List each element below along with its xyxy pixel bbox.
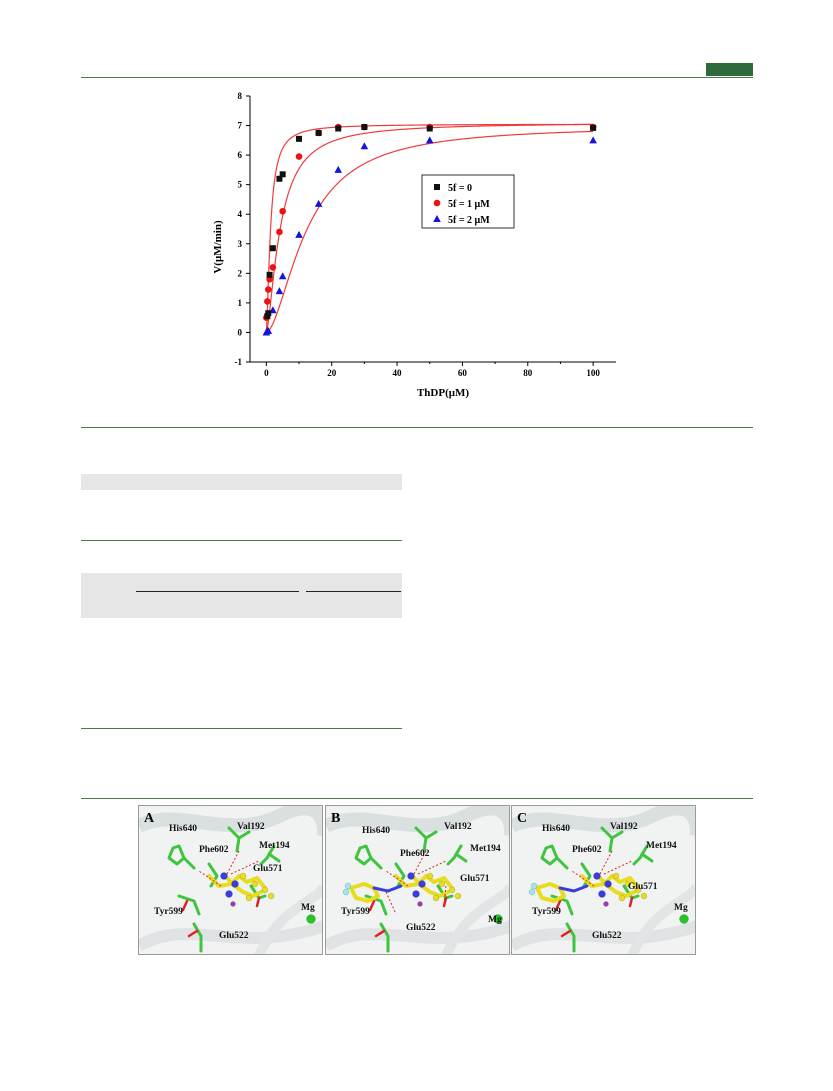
- y-tick-label: 6: [238, 150, 243, 160]
- label-glu522: Glu522: [406, 923, 436, 933]
- data-point: [276, 228, 283, 236]
- data-point: [279, 207, 286, 215]
- data-point: [278, 272, 287, 280]
- docking-panel-c: C His640 Val192 Phe602 Met194 Glu571 Tyr599 Mg G…: [511, 805, 696, 955]
- data-points: [262, 123, 597, 336]
- data-point: [334, 165, 343, 173]
- fit-curve: [266, 130, 594, 334]
- label-glu522: Glu522: [219, 931, 249, 941]
- label-val192: Val192: [610, 822, 638, 832]
- y-tick-label: 0: [238, 327, 243, 337]
- header-rule: [81, 77, 753, 78]
- header-accent-tab: [706, 63, 753, 76]
- y-tick-label: 3: [238, 239, 243, 249]
- label-met194: Met194: [470, 844, 501, 854]
- legend-label: 5f = 1 μM: [448, 199, 490, 210]
- label-phe602: Phe602: [199, 845, 229, 855]
- legend-label: 5f = 2 μM: [448, 215, 490, 226]
- label-his640: His640: [362, 826, 390, 836]
- label-met194: Met194: [259, 841, 290, 851]
- x-tick-label: 100: [586, 368, 600, 378]
- table-column-span-line: [136, 591, 299, 592]
- fit-curve: [265, 123, 594, 333]
- label-tyr599: Tyr599: [154, 907, 183, 917]
- panel-letter: A: [144, 811, 155, 826]
- label-his640: His640: [169, 824, 197, 834]
- table-header-shade: [81, 474, 402, 490]
- label-phe602: Phe602: [572, 845, 602, 855]
- legend-marker: [434, 184, 440, 190]
- data-point: [266, 271, 273, 278]
- panel-letter: C: [517, 811, 527, 826]
- data-point: [360, 142, 369, 150]
- data-point: [265, 286, 272, 293]
- y-tick-label: 5: [238, 180, 243, 190]
- data-point: [295, 153, 303, 160]
- figure-separator-rule: [81, 427, 753, 428]
- data-point: [264, 326, 273, 334]
- data-point: [315, 129, 322, 136]
- data-point: [295, 230, 303, 238]
- x-tick-label: 60: [458, 368, 468, 378]
- chart-legend: 5f = 0 5f = 1 μM 5f = 2 μM: [421, 174, 515, 229]
- y-axis-label: V(μM/min): [212, 220, 224, 274]
- fit-curve: [265, 123, 594, 333]
- label-tyr599: Tyr599: [532, 907, 561, 917]
- label-glu522: Glu522: [592, 931, 622, 941]
- label-glu571: Glu571: [628, 882, 658, 892]
- docking-panel-b: B His640 Val192 Phe602 Met194 Glu571 Tyr599 Mg G…: [325, 805, 510, 955]
- table-subheader-shade: [81, 573, 402, 618]
- y-tick-label: -1: [235, 357, 243, 367]
- y-tick-label: 1: [238, 298, 243, 308]
- x-axis-label: ThDP(μM): [417, 387, 469, 399]
- data-point: [269, 264, 277, 271]
- x-tick-label: 20: [327, 368, 337, 378]
- data-point: [269, 245, 276, 252]
- data-point: [264, 298, 271, 305]
- x-tick-label: 80: [523, 368, 533, 378]
- data-point: [425, 136, 434, 144]
- fit-curves: [265, 123, 594, 334]
- y-tick-label: 2: [238, 268, 243, 278]
- y-tick-label: 7: [238, 121, 243, 131]
- label-mg: Mg: [301, 903, 315, 913]
- data-point: [314, 199, 323, 207]
- x-tick-label: 0: [264, 368, 269, 378]
- legend-label: 5f = 0: [448, 183, 472, 194]
- legend-marker: [433, 215, 441, 222]
- label-glu571: Glu571: [460, 874, 490, 884]
- chart-axes: 0 20 40 60 80 100 -1 0 1 2 3 4 5 6 7 8: [235, 91, 616, 378]
- panel-letter: B: [331, 811, 340, 826]
- data-point: [589, 136, 597, 144]
- label-glu571: Glu571: [253, 864, 283, 874]
- data-point: [296, 135, 303, 142]
- data-point: [426, 125, 433, 132]
- label-val192: Val192: [237, 822, 265, 832]
- table-column-span-line: [306, 591, 401, 592]
- x-tick-label: 40: [393, 368, 403, 378]
- label-mg: Mg: [488, 915, 502, 925]
- table-rule: [81, 540, 402, 541]
- figure-separator-rule: [81, 798, 753, 799]
- data-point: [361, 124, 368, 131]
- legend-marker: [433, 199, 441, 207]
- data-point: [590, 124, 597, 131]
- table-bottom-rule: [81, 728, 402, 729]
- data-point: [276, 175, 283, 182]
- label-mg: Mg: [674, 903, 688, 913]
- label-val192: Val192: [444, 822, 472, 832]
- data-point: [265, 310, 272, 317]
- docking-panel-a: A His640 Val192 Phe602 Met194 Glu571 Tyr599 Mg G…: [138, 805, 323, 955]
- label-his640: His640: [542, 824, 570, 834]
- y-tick-label: 4: [238, 209, 243, 219]
- label-phe602: Phe602: [400, 849, 430, 859]
- y-tick-label: 8: [238, 91, 243, 101]
- data-point: [335, 125, 342, 132]
- label-met194: Met194: [646, 841, 677, 851]
- data-point: [279, 171, 286, 178]
- label-tyr599: Tyr599: [341, 907, 370, 917]
- data-point: [275, 287, 284, 295]
